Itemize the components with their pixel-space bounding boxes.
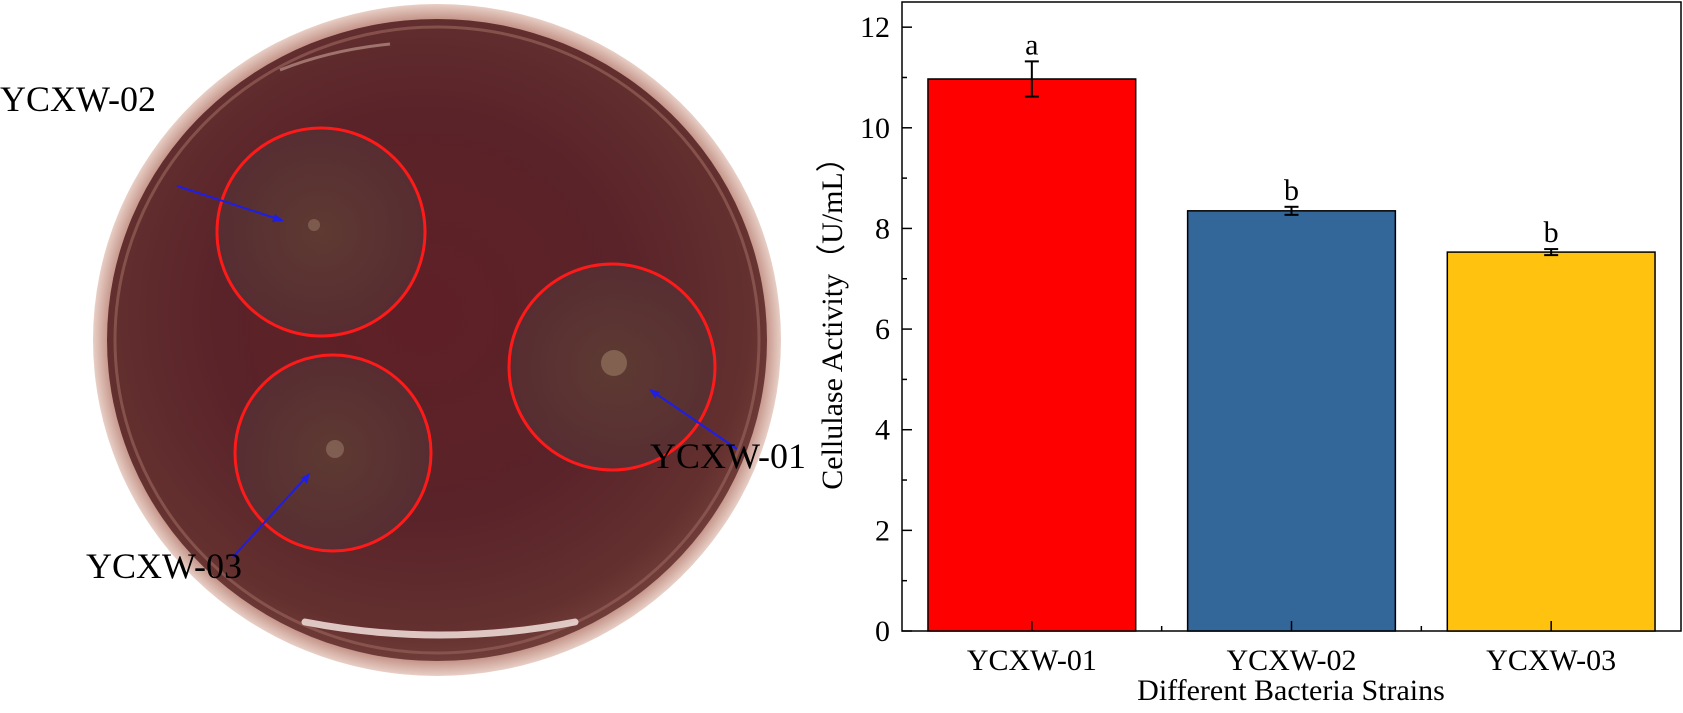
arrowhead [272,214,284,222]
colony [308,219,320,231]
inhibition-zone [217,128,425,336]
y-axis-label: Cellulase Activity（U/mL） [816,142,849,489]
dish-reflection-top [279,42,391,72]
bar [927,78,1137,632]
x-tick-label: YCXW-02 [1227,644,1357,677]
arrowhead [301,473,310,484]
y-tick-label: 12 [860,11,890,44]
arrow-ycxw-03 [232,474,309,558]
y-tick-label: 2 [875,514,890,547]
y-axis: 0 2 4 6 8 10 12 [860,11,912,648]
x-axis-label: Different Bacteria Strains [1137,674,1445,707]
x-tick-label: YCXW-03 [1486,644,1616,677]
dish-reflection [301,618,579,639]
arrow-ycxw-02 [176,185,282,221]
dish-inner-edge [113,25,761,655]
y-tick-label: 10 [860,112,890,145]
x-axis: YCXW-01 YCXW-02 YCXW-03 [967,621,1616,677]
red-circle-ycxw-03 [233,353,433,553]
red-circle-ycxw-02 [215,126,427,338]
significance-label: b [1284,174,1299,207]
bar [1446,251,1656,632]
arrow-ycxw-01 [651,390,738,450]
significance-label: a [1025,28,1038,61]
label-ycxw-02: YCXW-02 [0,79,156,119]
arrowhead [649,389,660,398]
colony [601,350,627,376]
bar [1186,210,1397,632]
x-tick-label: YCXW-01 [967,644,1097,677]
red-circle-ycxw-01 [507,262,717,472]
bar-chart: 0 2 4 6 8 10 12 a b b YCXW-01 YCXW-02 YCXW-03 Cell… [816,1,1682,707]
label-ycxw-03: YCXW-03 [86,546,242,586]
bars: a b b [927,28,1656,632]
arrows [176,185,738,558]
y-tick-label: 4 [875,414,890,447]
y-tick-label: 0 [875,615,890,648]
label-ycxw-01: YCXW-01 [650,436,806,476]
significance-label: b [1544,216,1559,249]
colony [326,440,344,458]
petri-dish-photo: YCXW-02 YCXW-01 YCXW-03 [0,4,806,676]
y-tick-label: 8 [875,212,890,245]
y-tick-label: 6 [875,313,890,346]
